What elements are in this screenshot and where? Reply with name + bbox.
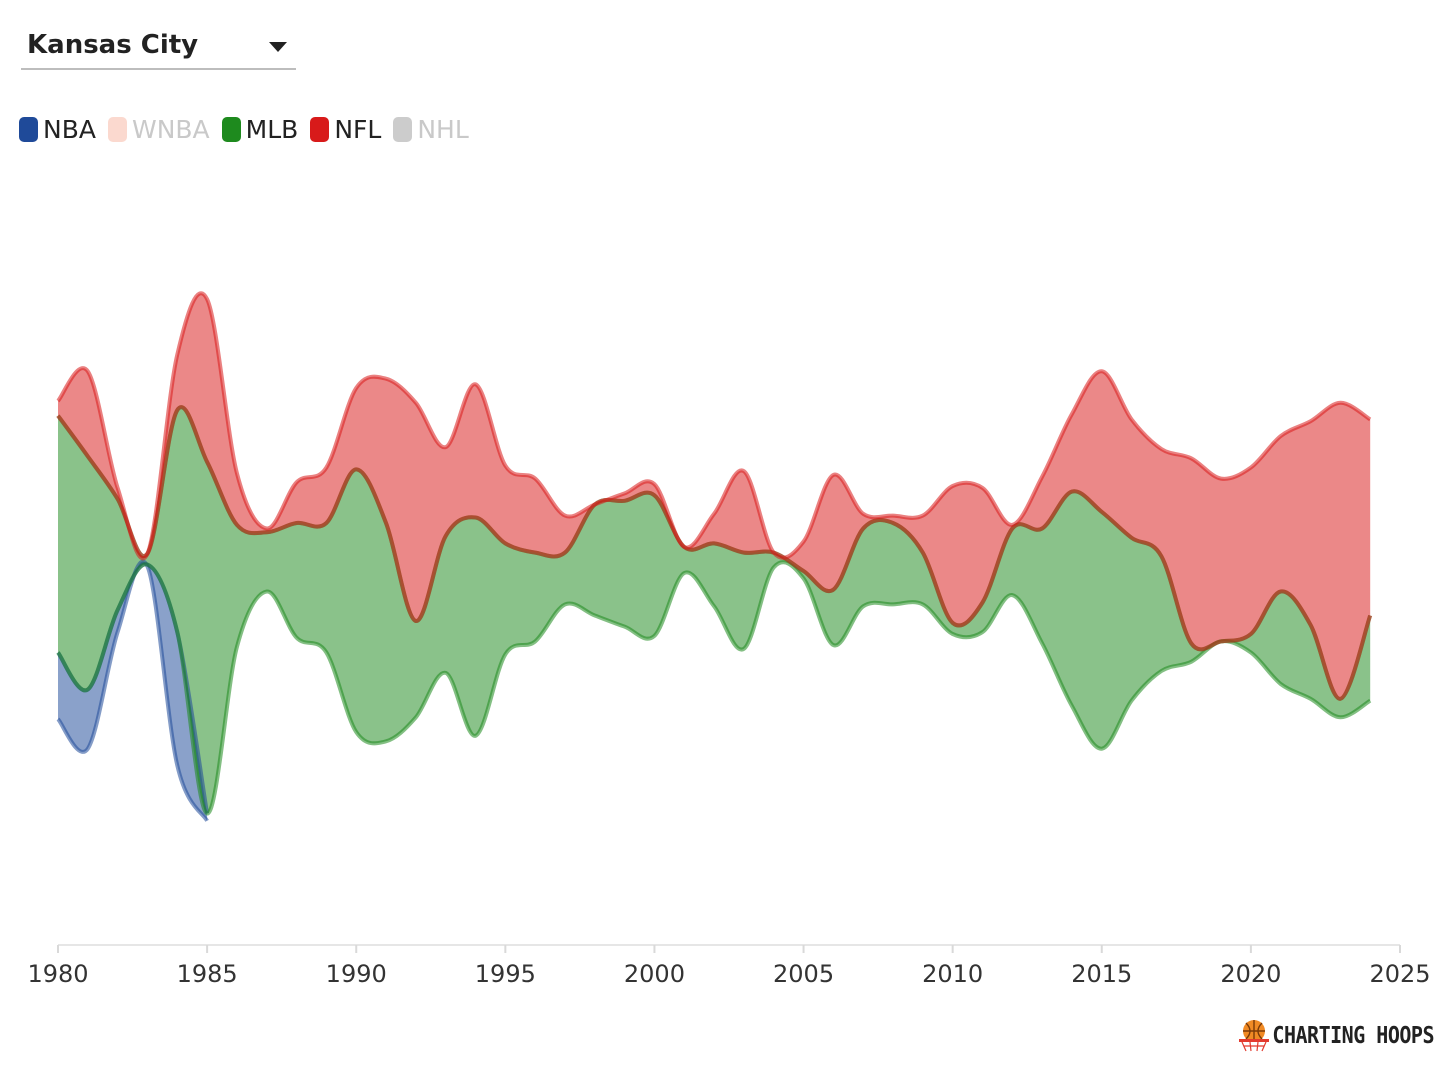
legend-item-nfl[interactable]: NFL [310,115,381,144]
legend-item-wnba[interactable]: WNBA [107,114,210,144]
line-mlb-lower [56,560,1372,816]
city-dropdown-value: Kansas City [27,30,199,60]
x-tick-label-2010: 2010 [922,960,983,988]
area-nba [58,561,208,821]
line-nfl-lower [56,405,1373,701]
x-tick-label-1995: 1995 [475,960,536,988]
legend-label-nba: NBA [43,114,96,144]
legend-swatch-nfl [310,116,330,142]
legend-swatch-mlb [221,116,241,142]
x-tick-label-2005: 2005 [773,960,834,988]
x-tick-label-2025: 2025 [1369,960,1430,988]
legend: NBA WNBA MLB NFL NHL [19,112,481,146]
brand-name: CHARTING HOOPS [1272,1021,1434,1049]
legend-item-mlb[interactable]: MLB [221,114,299,144]
legend-swatch-wnba [107,116,127,142]
x-tick-label-1980: 1980 [27,960,88,988]
city-dropdown[interactable]: Kansas City [21,24,296,70]
basketball-hoop-icon [1239,1020,1270,1052]
area-nfl [58,293,1371,699]
area-mlb [58,407,1371,814]
chart-areas [56,291,1373,822]
x-tick-label-2015: 2015 [1071,960,1132,988]
legend-label-nhl: NHL [417,114,469,144]
x-tick-label-2000: 2000 [624,960,685,988]
legend-label-mlb: MLB [245,114,299,144]
chevron-down-icon [269,42,287,52]
x-tick-label-1990: 1990 [326,960,387,988]
x-axis: 1980 1985 1990 1995 2000 2005 2010 2015 2020 2025 [27,944,1431,988]
legend-label-wnba: WNBA [131,114,210,144]
x-tick-label-2020: 2020 [1220,960,1281,988]
legend-swatch-nhl [393,116,413,142]
brand-logo: CHARTING HOOPS [1236,1018,1434,1052]
x-tick-label-1985: 1985 [177,960,238,988]
legend-swatch-nba [19,116,38,142]
legend-label-nfl: NFL [334,114,382,144]
legend-item-nhl[interactable]: NHL [393,114,469,144]
legend-item-nba[interactable]: NBA [19,115,96,144]
